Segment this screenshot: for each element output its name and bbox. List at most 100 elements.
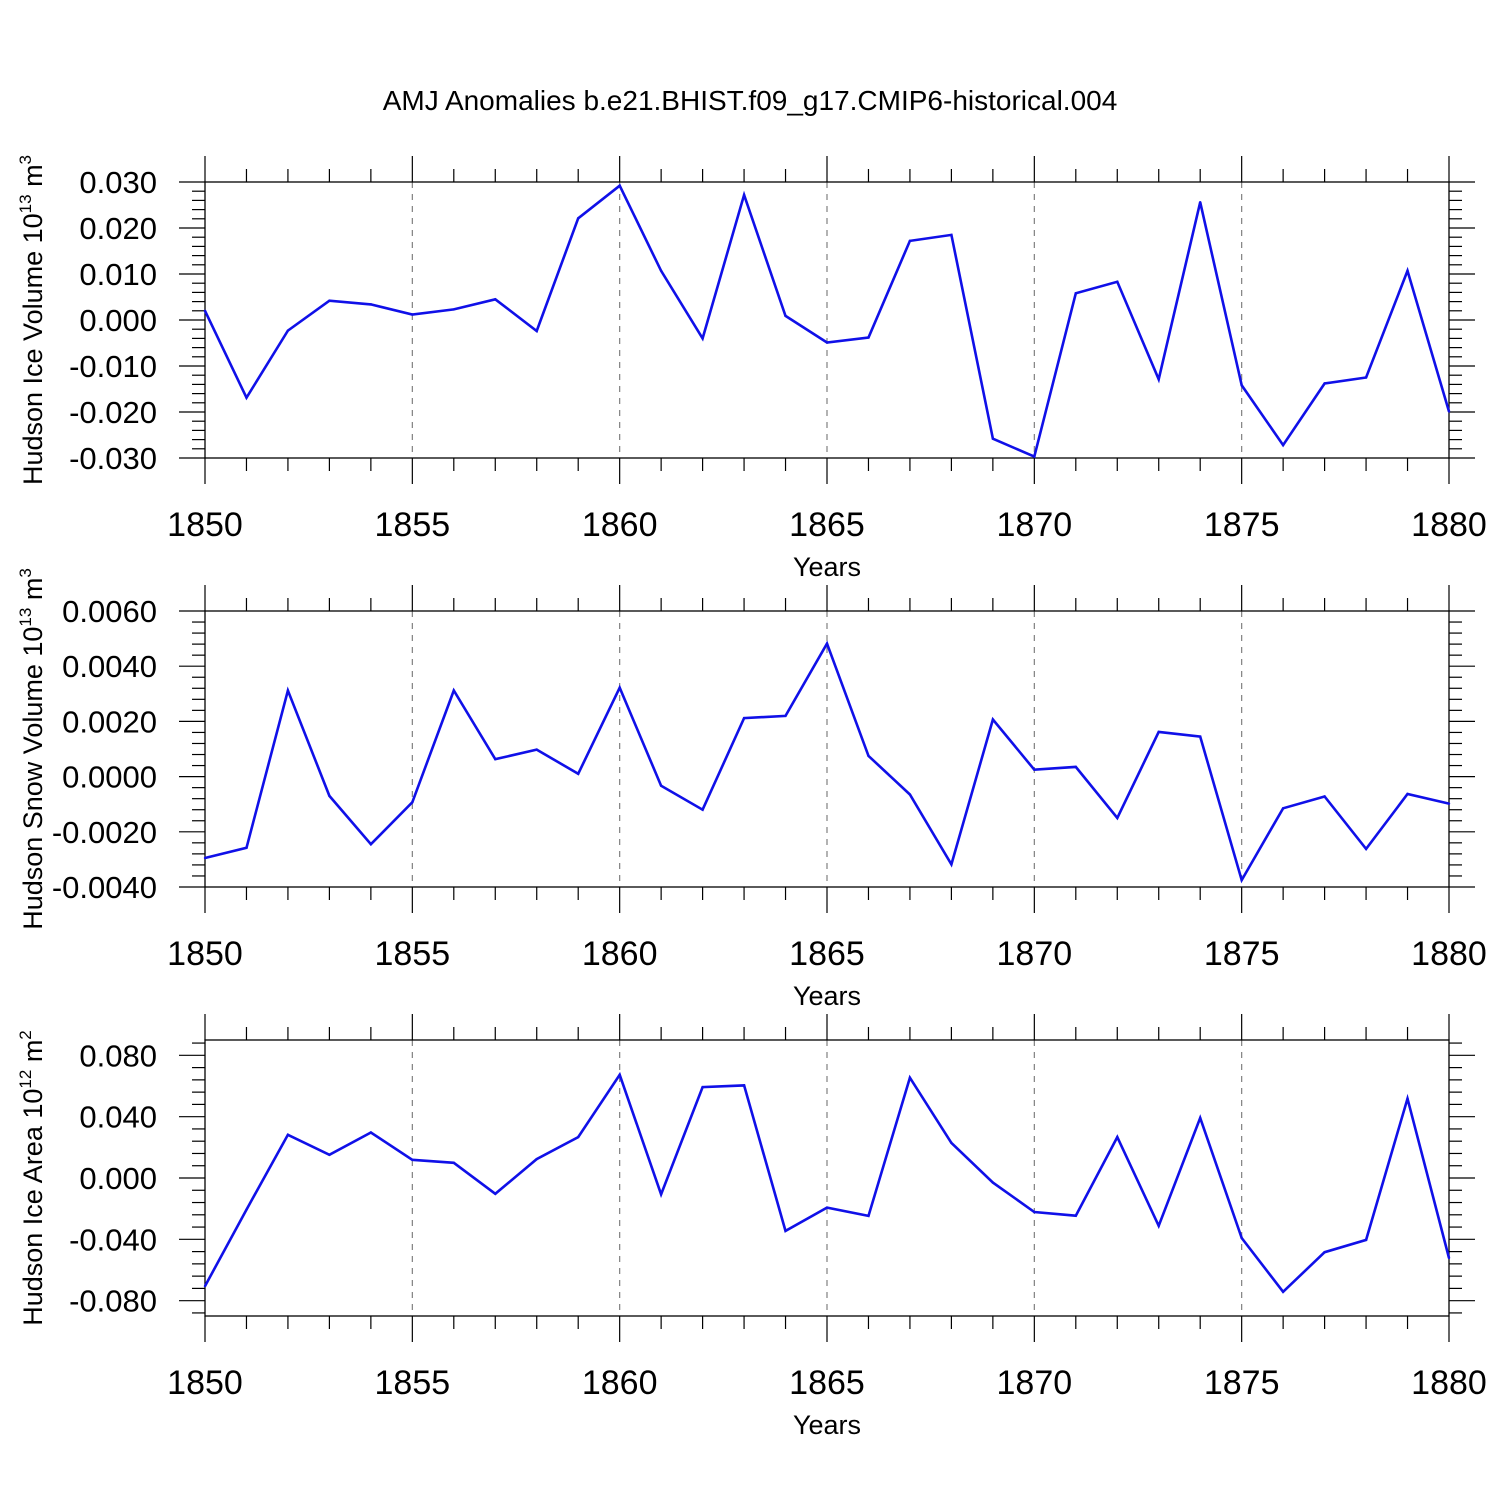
ice-volume-point-1860 <box>618 184 621 187</box>
ice-area-point-1871 <box>1074 1214 1078 1217</box>
ice-area-point-1876 <box>1281 1290 1285 1293</box>
snow-volume-point-1870 <box>1033 768 1036 771</box>
ice-volume-ytick-label-2: 0.010 <box>79 257 157 292</box>
snow-volume-ylabel-text: Hudson Snow Volume 10 <box>18 627 48 930</box>
ice-volume-point-1852 <box>286 329 290 332</box>
snow-volume-point-1853 <box>328 794 331 798</box>
snow-volume-point-1864 <box>784 714 787 718</box>
ice-area-point-1879 <box>1406 1097 1409 1100</box>
ice-volume-xlabel: Years <box>793 552 861 582</box>
snow-volume-ytick-label-2: 0.0020 <box>62 704 157 739</box>
snow-volume-point-1868 <box>950 863 953 866</box>
snow-volume-point-1871 <box>1074 765 1078 769</box>
ice-volume-point-1864 <box>784 314 787 318</box>
ice-volume-point-1866 <box>867 336 870 339</box>
ice-area-xtick-label-5: 1875 <box>1204 1364 1280 1402</box>
snow-volume-point-1866 <box>867 754 870 758</box>
snow-volume-ylabel: Hudson Snow Volume 1013 m3 <box>16 568 48 930</box>
ice-volume-ytick-label-3: 0.000 <box>79 303 157 338</box>
snow-volume-point-1854 <box>369 843 373 846</box>
snow-volume-point-1863 <box>742 716 746 720</box>
ice-volume-point-1850 <box>203 309 207 312</box>
ice-area-point-1867 <box>908 1076 912 1079</box>
snow-volume-xlabel: Years <box>793 981 861 1011</box>
snow-volume-point-1860 <box>618 686 621 689</box>
ice-volume-point-1867 <box>908 239 912 243</box>
snow-volume-point-1858 <box>535 748 538 751</box>
ice-area-ylabel-unit-exp: 2 <box>16 1030 35 1039</box>
ice-area-point-1861 <box>659 1193 663 1196</box>
ice-volume-xtick-label-6: 1880 <box>1411 506 1487 544</box>
ice-area-ytick-label-2: 0.000 <box>79 1161 157 1196</box>
snow-volume-point-1851 <box>245 846 248 850</box>
panel-snow-volume: 1850 1855 1860 1865 1870 1875 1880 Years 0.0060 0… <box>16 568 1487 1011</box>
snow-volume-point-1877 <box>1323 795 1326 798</box>
chart-title: AMJ Anomalies b.e21.BHIST.f09_g17.CMIP6-… <box>383 85 1118 116</box>
panel-ice-area: 1850 1855 1860 1865 1870 1875 1880 Years 0.080 0.… <box>16 1014 1487 1440</box>
ice-volume-point-1853 <box>328 299 331 302</box>
ice-area-point-1856 <box>452 1161 455 1165</box>
ice-area-point-1864 <box>784 1229 787 1233</box>
ice-area-xtick-label-1: 1855 <box>375 1364 451 1402</box>
ice-volume-ytick-label-0: 0.030 <box>79 165 157 200</box>
ice-area-xtick-label-0: 1850 <box>167 1364 243 1402</box>
ice-area-point-1870 <box>1033 1210 1036 1214</box>
snow-volume-ylabel-exp: 13 <box>16 608 35 627</box>
ice-area-point-1854 <box>369 1131 373 1134</box>
snow-volume-ytick-label-1: 0.0040 <box>62 649 157 684</box>
snow-volume-point-1856 <box>452 689 455 692</box>
snow-volume-point-1862 <box>701 808 704 811</box>
ice-area-point-1862 <box>701 1085 704 1089</box>
ice-area-ytick-label-3: -0.040 <box>69 1222 157 1257</box>
snow-volume-point-1855 <box>411 801 414 804</box>
ice-volume-point-1859 <box>577 217 580 220</box>
ice-volume-point-1851 <box>245 396 248 399</box>
ice-area-ytick-label-1: 0.040 <box>79 1100 157 1135</box>
ice-volume-point-1871 <box>1074 292 1078 295</box>
ice-volume-point-1863 <box>742 193 746 197</box>
ice-area-point-1877 <box>1323 1251 1326 1254</box>
snow-volume-point-1865 <box>825 642 829 645</box>
snow-volume-xtick-label-4: 1870 <box>997 935 1073 973</box>
ice-area-point-1850 <box>203 1284 207 1288</box>
ice-area-ylabel: Hudson Ice Area 1012 m2 <box>16 1030 48 1326</box>
ice-volume-ytick-label-1: 0.020 <box>79 211 157 246</box>
snow-volume-point-1872 <box>1116 816 1119 820</box>
ice-volume-point-1874 <box>1199 201 1202 204</box>
ice-volume-xtick-label-0: 1850 <box>167 506 243 544</box>
snow-volume-point-1878 <box>1364 847 1368 851</box>
snow-volume-xtick-label-6: 1880 <box>1411 935 1487 973</box>
ice-area-point-1855 <box>411 1158 414 1161</box>
ice-volume-point-1878 <box>1364 376 1368 379</box>
ice-volume-point-1865 <box>825 341 829 344</box>
ice-volume-xtick-label-5: 1875 <box>1204 506 1280 544</box>
ice-area-point-1866 <box>867 1214 870 1218</box>
ice-area-point-1875 <box>1240 1236 1243 1240</box>
ice-volume-point-1877 <box>1323 382 1326 385</box>
snow-volume-xtick-label-0: 1850 <box>167 935 243 973</box>
ice-volume-point-1854 <box>369 303 373 306</box>
ice-area-point-1869 <box>991 1181 995 1184</box>
snow-volume-xtick-label-5: 1875 <box>1204 935 1280 973</box>
ice-volume-point-1856 <box>452 308 455 311</box>
ice-volume-point-1857 <box>494 298 497 301</box>
snow-volume-point-1861 <box>659 784 663 787</box>
ice-area-xtick-label-2: 1860 <box>582 1364 658 1402</box>
ice-area-point-1868 <box>950 1141 953 1145</box>
snow-volume-point-1873 <box>1157 730 1160 734</box>
ice-area-point-1863 <box>742 1084 746 1087</box>
snow-volume-xtick-label-2: 1860 <box>582 935 658 973</box>
ice-volume-ylabel-exp: 13 <box>16 194 35 213</box>
ice-volume-point-1875 <box>1240 384 1243 387</box>
ice-area-point-1865 <box>825 1206 829 1209</box>
ice-volume-point-1880 <box>1447 410 1451 413</box>
ice-area-point-1852 <box>286 1133 290 1136</box>
ice-volume-xtick-label-1: 1855 <box>375 506 451 544</box>
ice-volume-point-1879 <box>1406 269 1409 272</box>
ice-area-ylabel-text: Hudson Ice Area 10 <box>18 1089 48 1326</box>
snow-volume-ytick-label-4: -0.0020 <box>52 815 157 850</box>
ice-volume-ytick-label-5: -0.020 <box>69 395 157 430</box>
snow-volume-xtick-label-1: 1855 <box>375 935 451 973</box>
panel-ice-volume: 1850 1855 1860 1865 1870 1875 1880 Years 0.030 0.… <box>16 155 1487 582</box>
